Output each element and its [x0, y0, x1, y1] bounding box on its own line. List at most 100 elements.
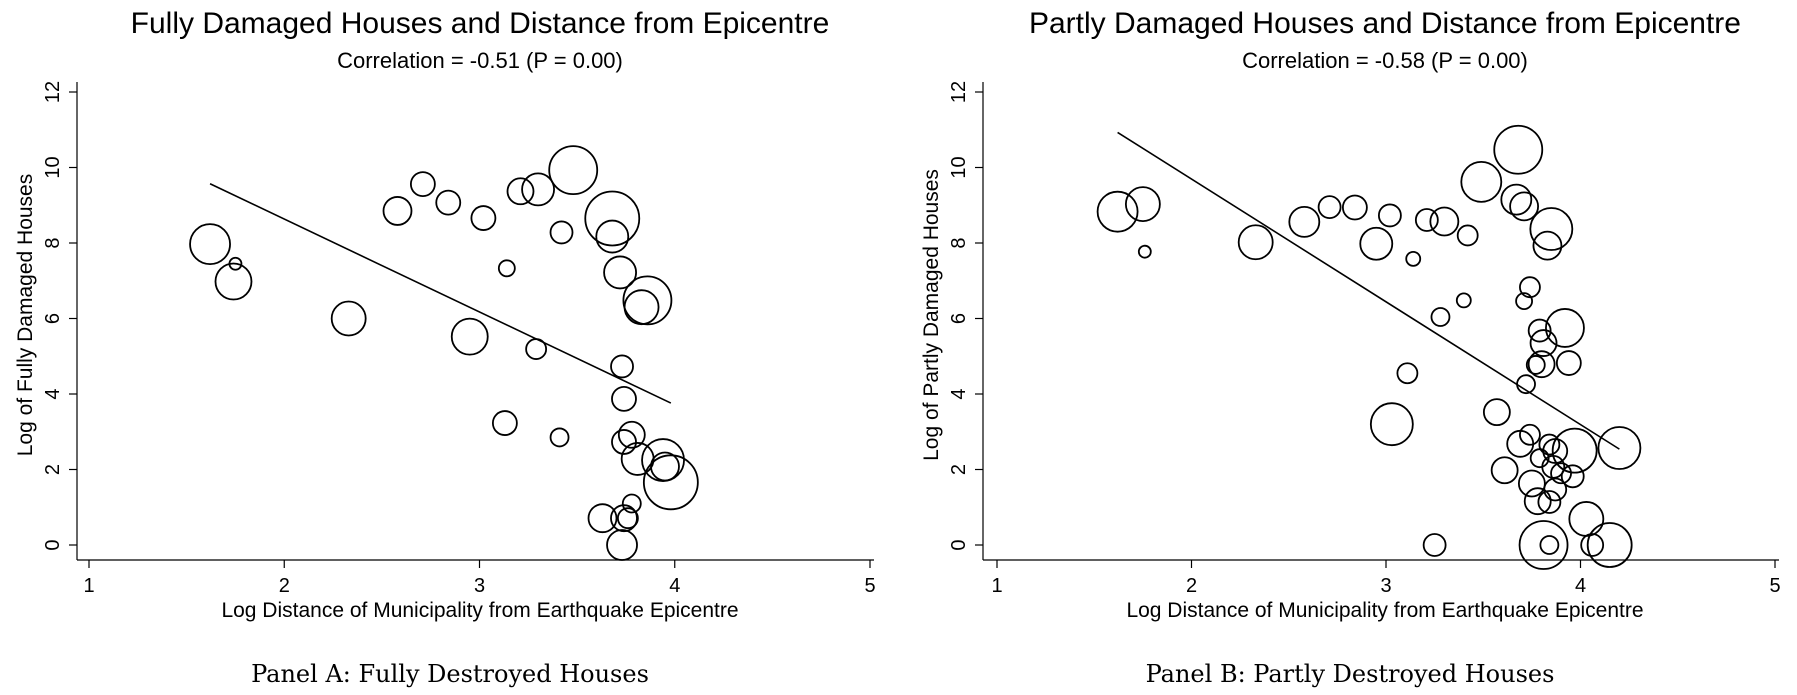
data-point — [549, 220, 574, 245]
data-point — [1369, 402, 1414, 447]
data-point — [1124, 186, 1161, 223]
data-point — [1523, 487, 1552, 516]
chart-title: Partly Damaged Houses and Distance from … — [1029, 7, 1741, 40]
y-tick-label: 8 — [42, 237, 64, 248]
data-point — [1288, 205, 1321, 238]
data-point — [1519, 276, 1541, 299]
data-point — [1429, 206, 1460, 237]
data-point — [1482, 398, 1511, 427]
data-point — [521, 172, 555, 207]
chart-partly-damaged: Partly Damaged Houses and Distance from … — [920, 7, 1781, 622]
x-tick-label: 5 — [1769, 575, 1780, 597]
data-point — [1516, 374, 1536, 395]
y-tick-label: 0 — [948, 539, 970, 550]
data-point — [1527, 350, 1556, 379]
data-point — [1519, 423, 1541, 446]
data-point — [1509, 191, 1539, 222]
data-point — [491, 410, 518, 436]
data-point — [1550, 462, 1572, 485]
data-point — [1538, 433, 1561, 456]
y-tick-label: 10 — [42, 156, 64, 178]
data-point — [616, 507, 639, 530]
data-point — [548, 145, 599, 196]
x-tick-label: 2 — [1186, 575, 1197, 597]
x-tick-label: 3 — [1380, 575, 1391, 597]
data-point — [1341, 194, 1368, 221]
data-point — [435, 189, 462, 216]
chart-subtitle: Correlation = -0.51 (P = 0.00) — [337, 48, 623, 73]
data-point — [620, 442, 655, 476]
data-point — [1527, 318, 1552, 343]
x-tick-label: 4 — [669, 575, 680, 597]
y-tick-label: 10 — [948, 156, 970, 178]
x-tick-label: 2 — [279, 575, 290, 597]
x-tick-label: 4 — [1575, 575, 1586, 597]
y-tick-label: 2 — [42, 464, 64, 475]
fitted-line — [1117, 131, 1620, 450]
data-point — [622, 275, 673, 326]
data-point — [1490, 456, 1519, 485]
data-point — [611, 429, 637, 455]
data-point — [642, 454, 699, 511]
chart-subtitle: Correlation = -0.58 (P = 0.00) — [1242, 48, 1528, 73]
y-tick-label: 0 — [42, 539, 64, 550]
data-point — [587, 503, 618, 534]
data-point — [1137, 244, 1152, 259]
data-point — [497, 259, 516, 278]
x-axis-label: Log Distance of Municipality from Earthq… — [221, 599, 738, 622]
data-point — [1543, 477, 1568, 502]
panel-b-caption: Panel B: Partly Destroyed Houses — [1145, 660, 1555, 688]
data-point — [1529, 207, 1574, 251]
data-point — [1518, 520, 1569, 570]
data-point — [1539, 535, 1560, 555]
data-point — [1500, 183, 1533, 216]
data-point — [1377, 203, 1402, 228]
data-point — [621, 493, 642, 514]
data-point — [1317, 195, 1342, 220]
data-point — [470, 205, 497, 231]
data-point — [1405, 250, 1422, 267]
data-point — [1456, 224, 1479, 247]
data-point — [450, 317, 489, 356]
data-point — [1396, 362, 1419, 385]
x-axis-label: Log Distance of Municipality from Earthq… — [1126, 599, 1643, 622]
data-point — [525, 338, 548, 360]
data-point — [610, 354, 634, 379]
x-tick-label: 5 — [864, 575, 875, 597]
data-point — [1096, 190, 1139, 233]
data-point — [1525, 355, 1546, 375]
data-point — [1560, 464, 1585, 489]
data-point — [1537, 490, 1562, 514]
data-point — [650, 451, 680, 482]
data-point — [1568, 501, 1605, 537]
data-point — [1493, 124, 1544, 175]
data-point — [1597, 426, 1642, 470]
data-point — [603, 255, 637, 290]
data-point — [584, 190, 641, 247]
data-point — [610, 504, 638, 533]
data-point — [1529, 329, 1558, 357]
y-tick-label: 2 — [948, 464, 970, 475]
fitted-line — [209, 183, 672, 404]
data-point — [1515, 292, 1533, 311]
data-point — [189, 223, 231, 266]
data-point — [1586, 522, 1633, 568]
y-axis-label: Log of Fully Damaged Houses — [14, 174, 37, 457]
data-point — [623, 289, 660, 326]
data-point — [1580, 533, 1605, 557]
data-point — [1359, 226, 1394, 261]
x-tick-label: 3 — [474, 575, 485, 597]
data-point — [1460, 160, 1503, 203]
data-point — [214, 262, 253, 301]
x-tick-label: 1 — [83, 575, 94, 597]
data-point — [1237, 224, 1274, 261]
y-tick-label: 12 — [42, 81, 64, 103]
data-point — [1422, 533, 1447, 557]
data-point — [382, 196, 413, 226]
data-point — [1517, 469, 1546, 498]
chart-fully-damaged: Fully Damaged Houses and Distance from E… — [14, 7, 876, 622]
panel-a: Fully Damaged Houses and Distance from E… — [14, 7, 876, 688]
data-point — [1414, 208, 1439, 232]
data-point — [330, 300, 367, 337]
data-point — [1551, 427, 1598, 474]
